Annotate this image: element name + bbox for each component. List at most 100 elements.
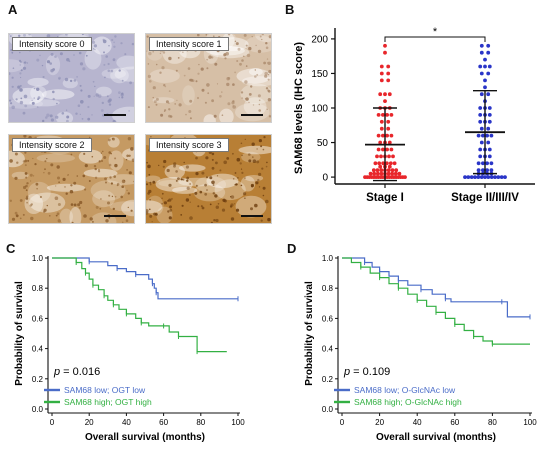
cell-nucleus bbox=[113, 175, 116, 178]
cell-nucleus bbox=[262, 194, 265, 197]
cell-nucleus bbox=[258, 99, 261, 102]
cell-nucleus bbox=[207, 92, 210, 95]
data-point bbox=[379, 154, 383, 159]
data-point bbox=[486, 126, 491, 131]
cell-nucleus bbox=[24, 61, 27, 64]
data-point bbox=[487, 106, 492, 110]
data-point bbox=[478, 106, 483, 110]
cell-nucleus bbox=[14, 176, 18, 180]
ihc-image-score-3: Intensity score 3 bbox=[145, 134, 272, 224]
cell-nucleus bbox=[239, 62, 242, 66]
cell-nucleus bbox=[107, 138, 111, 142]
cell-nucleus bbox=[36, 188, 38, 190]
cell-nucleus bbox=[163, 159, 167, 164]
data-point bbox=[485, 168, 489, 173]
tissue-gap bbox=[206, 173, 239, 189]
cell-nucleus bbox=[114, 195, 117, 198]
scale-bar bbox=[104, 114, 126, 116]
cell-nucleus bbox=[103, 51, 105, 54]
cell-nucleus bbox=[57, 203, 61, 206]
x-tick-label: 40 bbox=[122, 418, 131, 427]
cell-nucleus bbox=[11, 76, 14, 79]
data-point bbox=[375, 168, 380, 173]
cell-nucleus bbox=[120, 195, 123, 199]
data-point bbox=[390, 171, 395, 176]
cell-nucleus bbox=[240, 91, 244, 94]
data-point bbox=[381, 133, 385, 138]
data-point bbox=[481, 168, 485, 173]
y-axis-label: Probability of survival bbox=[304, 281, 315, 386]
cell-nucleus bbox=[234, 40, 237, 42]
cell-nucleus bbox=[239, 162, 242, 165]
cell-nucleus bbox=[99, 207, 102, 210]
cell-nucleus bbox=[42, 119, 45, 122]
cell-nucleus bbox=[11, 51, 14, 54]
cell-nucleus bbox=[146, 161, 148, 164]
data-point bbox=[479, 43, 484, 48]
cell-nucleus bbox=[36, 58, 40, 62]
cell-nucleus bbox=[104, 177, 107, 181]
data-point bbox=[487, 64, 492, 69]
y-tick-label: 0.4 bbox=[32, 345, 44, 354]
cell-nucleus bbox=[65, 109, 68, 111]
cell-nucleus bbox=[42, 76, 45, 78]
tissue-gap bbox=[45, 54, 61, 76]
tissue-gap bbox=[69, 206, 82, 223]
cell-nucleus bbox=[94, 85, 96, 88]
cell-nucleus bbox=[175, 170, 178, 173]
tissue-gap bbox=[46, 183, 86, 192]
cell-nucleus bbox=[22, 213, 25, 216]
tissue-gap bbox=[172, 186, 198, 194]
data-point bbox=[479, 140, 484, 145]
cell-nucleus bbox=[30, 180, 32, 182]
cell-nucleus bbox=[46, 60, 51, 64]
cell-nucleus bbox=[128, 154, 131, 157]
cell-nucleus bbox=[11, 105, 15, 110]
data-point bbox=[499, 175, 504, 180]
cell-nucleus bbox=[110, 69, 114, 73]
data-point bbox=[489, 133, 494, 138]
data-point bbox=[483, 64, 487, 69]
cell-nucleus bbox=[245, 44, 248, 47]
cell-nucleus bbox=[111, 38, 114, 42]
cell-nucleus bbox=[88, 180, 91, 182]
data-point bbox=[476, 175, 481, 180]
cell-nucleus bbox=[69, 79, 73, 83]
cell-nucleus bbox=[47, 171, 51, 175]
cell-nucleus bbox=[105, 55, 108, 58]
tissue-gap bbox=[84, 47, 102, 70]
data-point bbox=[473, 175, 477, 180]
cell-nucleus bbox=[9, 199, 12, 202]
tissue-gap bbox=[214, 179, 246, 201]
cell-nucleus bbox=[240, 168, 243, 170]
cell-nucleus bbox=[108, 103, 112, 106]
cell-nucleus bbox=[256, 148, 258, 150]
cell-nucleus bbox=[248, 153, 251, 156]
cell-nucleus bbox=[152, 50, 154, 53]
cell-nucleus bbox=[161, 197, 163, 200]
cell-nucleus bbox=[248, 101, 250, 104]
cell-nucleus bbox=[216, 175, 219, 177]
cell-nucleus bbox=[212, 192, 215, 195]
cell-nucleus bbox=[26, 195, 29, 198]
cell-nucleus bbox=[88, 136, 91, 139]
panel-letter-a: A bbox=[8, 2, 18, 17]
cell-nucleus bbox=[103, 63, 106, 66]
cell-nucleus bbox=[197, 205, 200, 208]
cell-nucleus bbox=[254, 203, 258, 208]
cell-nucleus bbox=[177, 57, 180, 59]
tissue-gap bbox=[9, 98, 44, 109]
data-point bbox=[479, 50, 484, 55]
cell-nucleus bbox=[44, 160, 47, 163]
cell-nucleus bbox=[28, 34, 31, 36]
cell-nucleus bbox=[101, 160, 103, 162]
tissue-gap bbox=[244, 175, 264, 182]
cell-nucleus bbox=[240, 184, 243, 187]
cell-nucleus bbox=[261, 34, 264, 36]
cell-nucleus bbox=[211, 180, 215, 185]
cell-nucleus bbox=[59, 52, 63, 56]
data-point bbox=[387, 154, 391, 159]
cell-nucleus bbox=[46, 204, 48, 207]
legend-label: SAM68 high; OGT high bbox=[64, 397, 152, 407]
cell-nucleus bbox=[245, 97, 249, 101]
